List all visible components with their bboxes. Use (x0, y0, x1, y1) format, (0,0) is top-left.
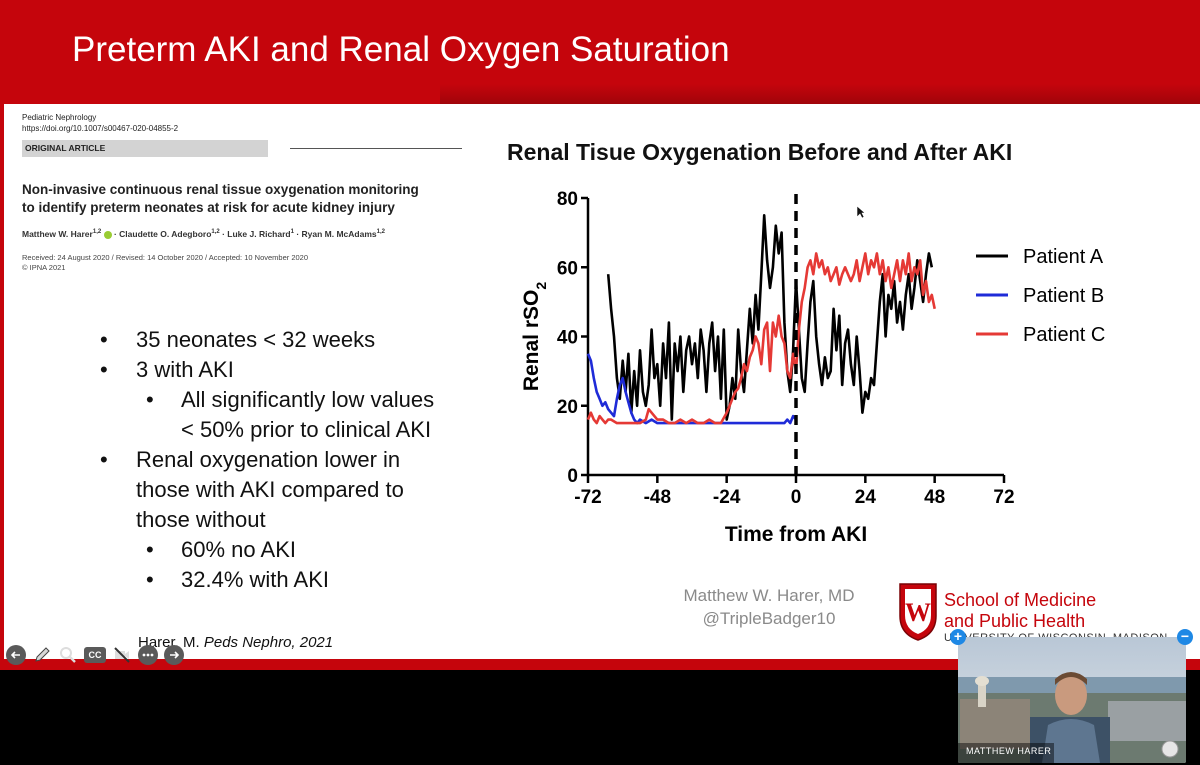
bullet-item: • 35 neonates < 32 weeks (100, 325, 400, 355)
bullet-list: • 35 neonates < 32 weeks • 3 with AKI • All… (100, 325, 434, 595)
citation-journal: Peds Nephro, 2021 (203, 634, 334, 651)
school-name: School of Medicine and Public Health (944, 590, 1096, 632)
y-tick-label: 80 (557, 189, 578, 210)
orcid-icon (103, 230, 112, 239)
bullet-text: < 50% prior to clinical AKI (181, 417, 432, 442)
presenter-handle[interactable]: @TripleBadger10 (702, 609, 836, 628)
back-icon[interactable] (6, 645, 26, 665)
bullet-text: 3 with AKI (136, 357, 234, 382)
paper-authors: Matthew W. Harer1,2 · Claudette O. Adegb… (22, 229, 452, 239)
legend-label: Patient A (1023, 246, 1104, 268)
slide: Preterm AKI and Renal Oxygen Saturation … (0, 0, 1200, 670)
zoom-icon[interactable] (58, 645, 78, 665)
more-icon[interactable] (138, 645, 158, 665)
forward-icon[interactable] (164, 645, 184, 665)
x-tick-label: -48 (644, 487, 671, 508)
paper-title: Non-invasive continuous renal tissue oxy… (22, 181, 452, 217)
author-2: · Claudette O. Adegboro (113, 229, 212, 239)
author-2-affil: 1,2 (211, 229, 220, 236)
author-3: · Luke J. Richard (222, 229, 291, 239)
rso2-chart: 0 20 40 60 80 -72 -48 -24 0 24 48 72 Time from AKI Re… (520, 189, 1105, 546)
svg-text:W: W (905, 598, 931, 627)
presentation-toolbar: CC (6, 644, 184, 666)
presenter-name: Matthew W. Harer, MD (683, 586, 855, 605)
header-rule (290, 148, 462, 149)
bullet-dot: • (100, 357, 108, 382)
author-3-affil: 1 (290, 229, 294, 236)
paper-dates: Received: 24 August 2020 / Revised: 14 O… (22, 253, 452, 273)
bullet-text: those without (136, 507, 266, 532)
sub-bullet-item: • All significantly low values (146, 385, 446, 415)
author-1: Matthew W. Harer (22, 229, 93, 239)
uw-crest-icon: W (899, 583, 937, 641)
participant-name: MATTHEW HARER (966, 746, 1052, 756)
school-line2: and Public Health (944, 611, 1086, 631)
y-tick-label: 60 (557, 258, 578, 279)
bullet-text: 32.4% with AKI (181, 567, 329, 592)
slide-bottom-bar (0, 659, 1200, 670)
series-line-patient-c (586, 252, 936, 425)
article-type: ORIGINAL ARTICLE (22, 140, 268, 157)
sub-bullet-continuation: < 50% prior to clinical AKI (181, 415, 481, 445)
minimize-icon[interactable]: − (1177, 629, 1193, 645)
bullet-continuation: those with AKI compared to (136, 475, 436, 505)
legend-label: Patient B (1023, 285, 1104, 307)
bullet-dot: • (146, 567, 154, 592)
x-tick-label: 0 (791, 487, 802, 508)
bullet-item: • Renal oxygenation lower in (100, 445, 400, 475)
bullet-text: Renal oxygenation lower in (136, 447, 401, 472)
bullet-dot: • (100, 327, 108, 352)
bullet-dot: • (146, 537, 154, 562)
webcam-video[interactable] (958, 637, 1186, 763)
paper-dates-line: Received: 24 August 2020 / Revised: 14 O… (22, 253, 309, 262)
slide-left-border (0, 104, 4, 670)
paper-title-line1: Non-invasive continuous renal tissue oxy… (22, 182, 419, 197)
bullet-text: 60% no AKI (181, 537, 296, 562)
bullet-item: • 3 with AKI (100, 355, 400, 385)
series-line-patient-a (606, 214, 934, 421)
paper-doi: https://doi.org/10.1007/s00467-020-04855… (22, 124, 179, 133)
author-4: · Ryan M. McAdams (296, 229, 377, 239)
author-1-affil: 1,2 (92, 229, 102, 236)
school-line1: School of Medicine (944, 590, 1097, 610)
bullet-text: All significantly low values (181, 387, 435, 412)
x-tick-label: -24 (713, 487, 741, 508)
legend-label: Patient C (1023, 324, 1105, 346)
x-tick-label: 48 (924, 487, 945, 508)
presenter-credit: Matthew W. Harer, MD @TripleBadger10 (654, 584, 884, 630)
journal-name: Pediatric Nephrology (22, 113, 97, 122)
bullet-dot: • (100, 447, 108, 472)
bullet-continuation: those without (136, 505, 436, 535)
bullet-text: 35 neonates < 32 weeks (136, 327, 376, 352)
author-4-affil: 1,2 (376, 229, 385, 236)
y-axis-label: Renal rSO2 (520, 282, 549, 392)
x-tick-label: 24 (855, 487, 877, 508)
sub-bullet-item: • 60% no AKI (146, 535, 446, 565)
x-axis-label: Time from AKI (725, 523, 867, 546)
video-off-icon[interactable] (112, 645, 132, 665)
x-tick-label: -72 (574, 487, 601, 508)
sub-bullet-item: • 32.4% with AKI (146, 565, 446, 595)
bullet-text: those with AKI compared to (136, 477, 404, 502)
y-tick-label: 40 (557, 328, 578, 349)
y-tick-label: 20 (557, 397, 578, 418)
paper-copyright: © IPNA 2021 (22, 263, 66, 272)
x-tick-label: 72 (993, 487, 1014, 508)
mouse-cursor-icon (856, 205, 866, 219)
slide-title: Preterm AKI and Renal Oxygen Saturation (72, 30, 730, 69)
expand-icon[interactable]: + (950, 629, 966, 645)
paper-excerpt: Pediatric Nephrology https://doi.org/10.… (22, 112, 462, 273)
captions-icon[interactable]: CC (84, 647, 106, 663)
bullet-dot: • (146, 387, 154, 412)
paper-title-line2: to identify preterm neonates at risk for… (22, 200, 395, 215)
y-tick-label: 0 (567, 466, 578, 487)
series-line-patient-b (586, 353, 798, 425)
pen-icon[interactable] (32, 645, 52, 665)
title-bar: Preterm AKI and Renal Oxygen Saturation (0, 0, 1200, 104)
chart-title: Renal Tisue Oxygenation Before and After… (507, 139, 1013, 165)
